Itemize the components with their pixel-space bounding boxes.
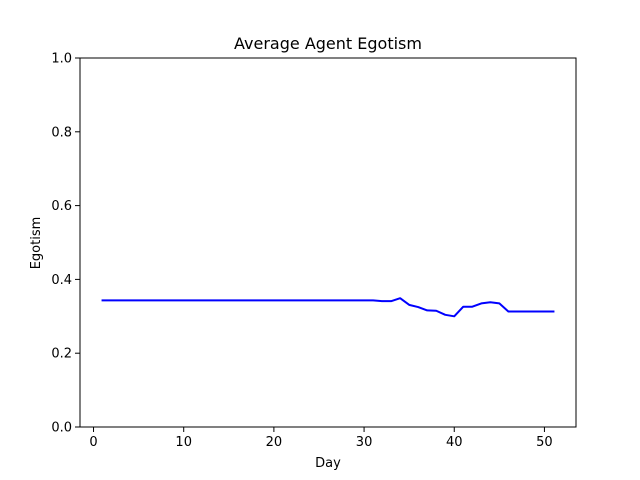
chart-title: Average Agent Egotism — [234, 34, 422, 53]
x-axis-label: Day — [315, 456, 341, 471]
x-tick-label: 30 — [356, 435, 373, 450]
y-tick-label: 0.8 — [51, 125, 72, 140]
x-tick-label: 50 — [536, 435, 553, 450]
x-axis-ticks: 0 10 20 30 40 50 — [89, 427, 553, 450]
y-tick-label: 0.2 — [51, 347, 72, 362]
plot-frame — [79, 57, 577, 428]
plot-area — [101, 297, 555, 318]
y-tick-label: 0.4 — [51, 273, 72, 288]
x-tick-label: 40 — [446, 435, 463, 450]
x-tick-label: 0 — [89, 435, 97, 450]
x-tick-label: 10 — [175, 435, 192, 450]
y-axis-ticks: 0.0 0.2 0.4 0.6 0.8 1.0 — [51, 52, 80, 436]
y-tick-label: 1.0 — [51, 52, 72, 67]
x-tick-label: 20 — [266, 435, 283, 450]
y-tick-label: 0.6 — [51, 199, 72, 214]
y-tick-label: 0.0 — [51, 421, 72, 436]
series-line — [101, 297, 555, 318]
y-axis-label: Egotism — [29, 217, 44, 270]
